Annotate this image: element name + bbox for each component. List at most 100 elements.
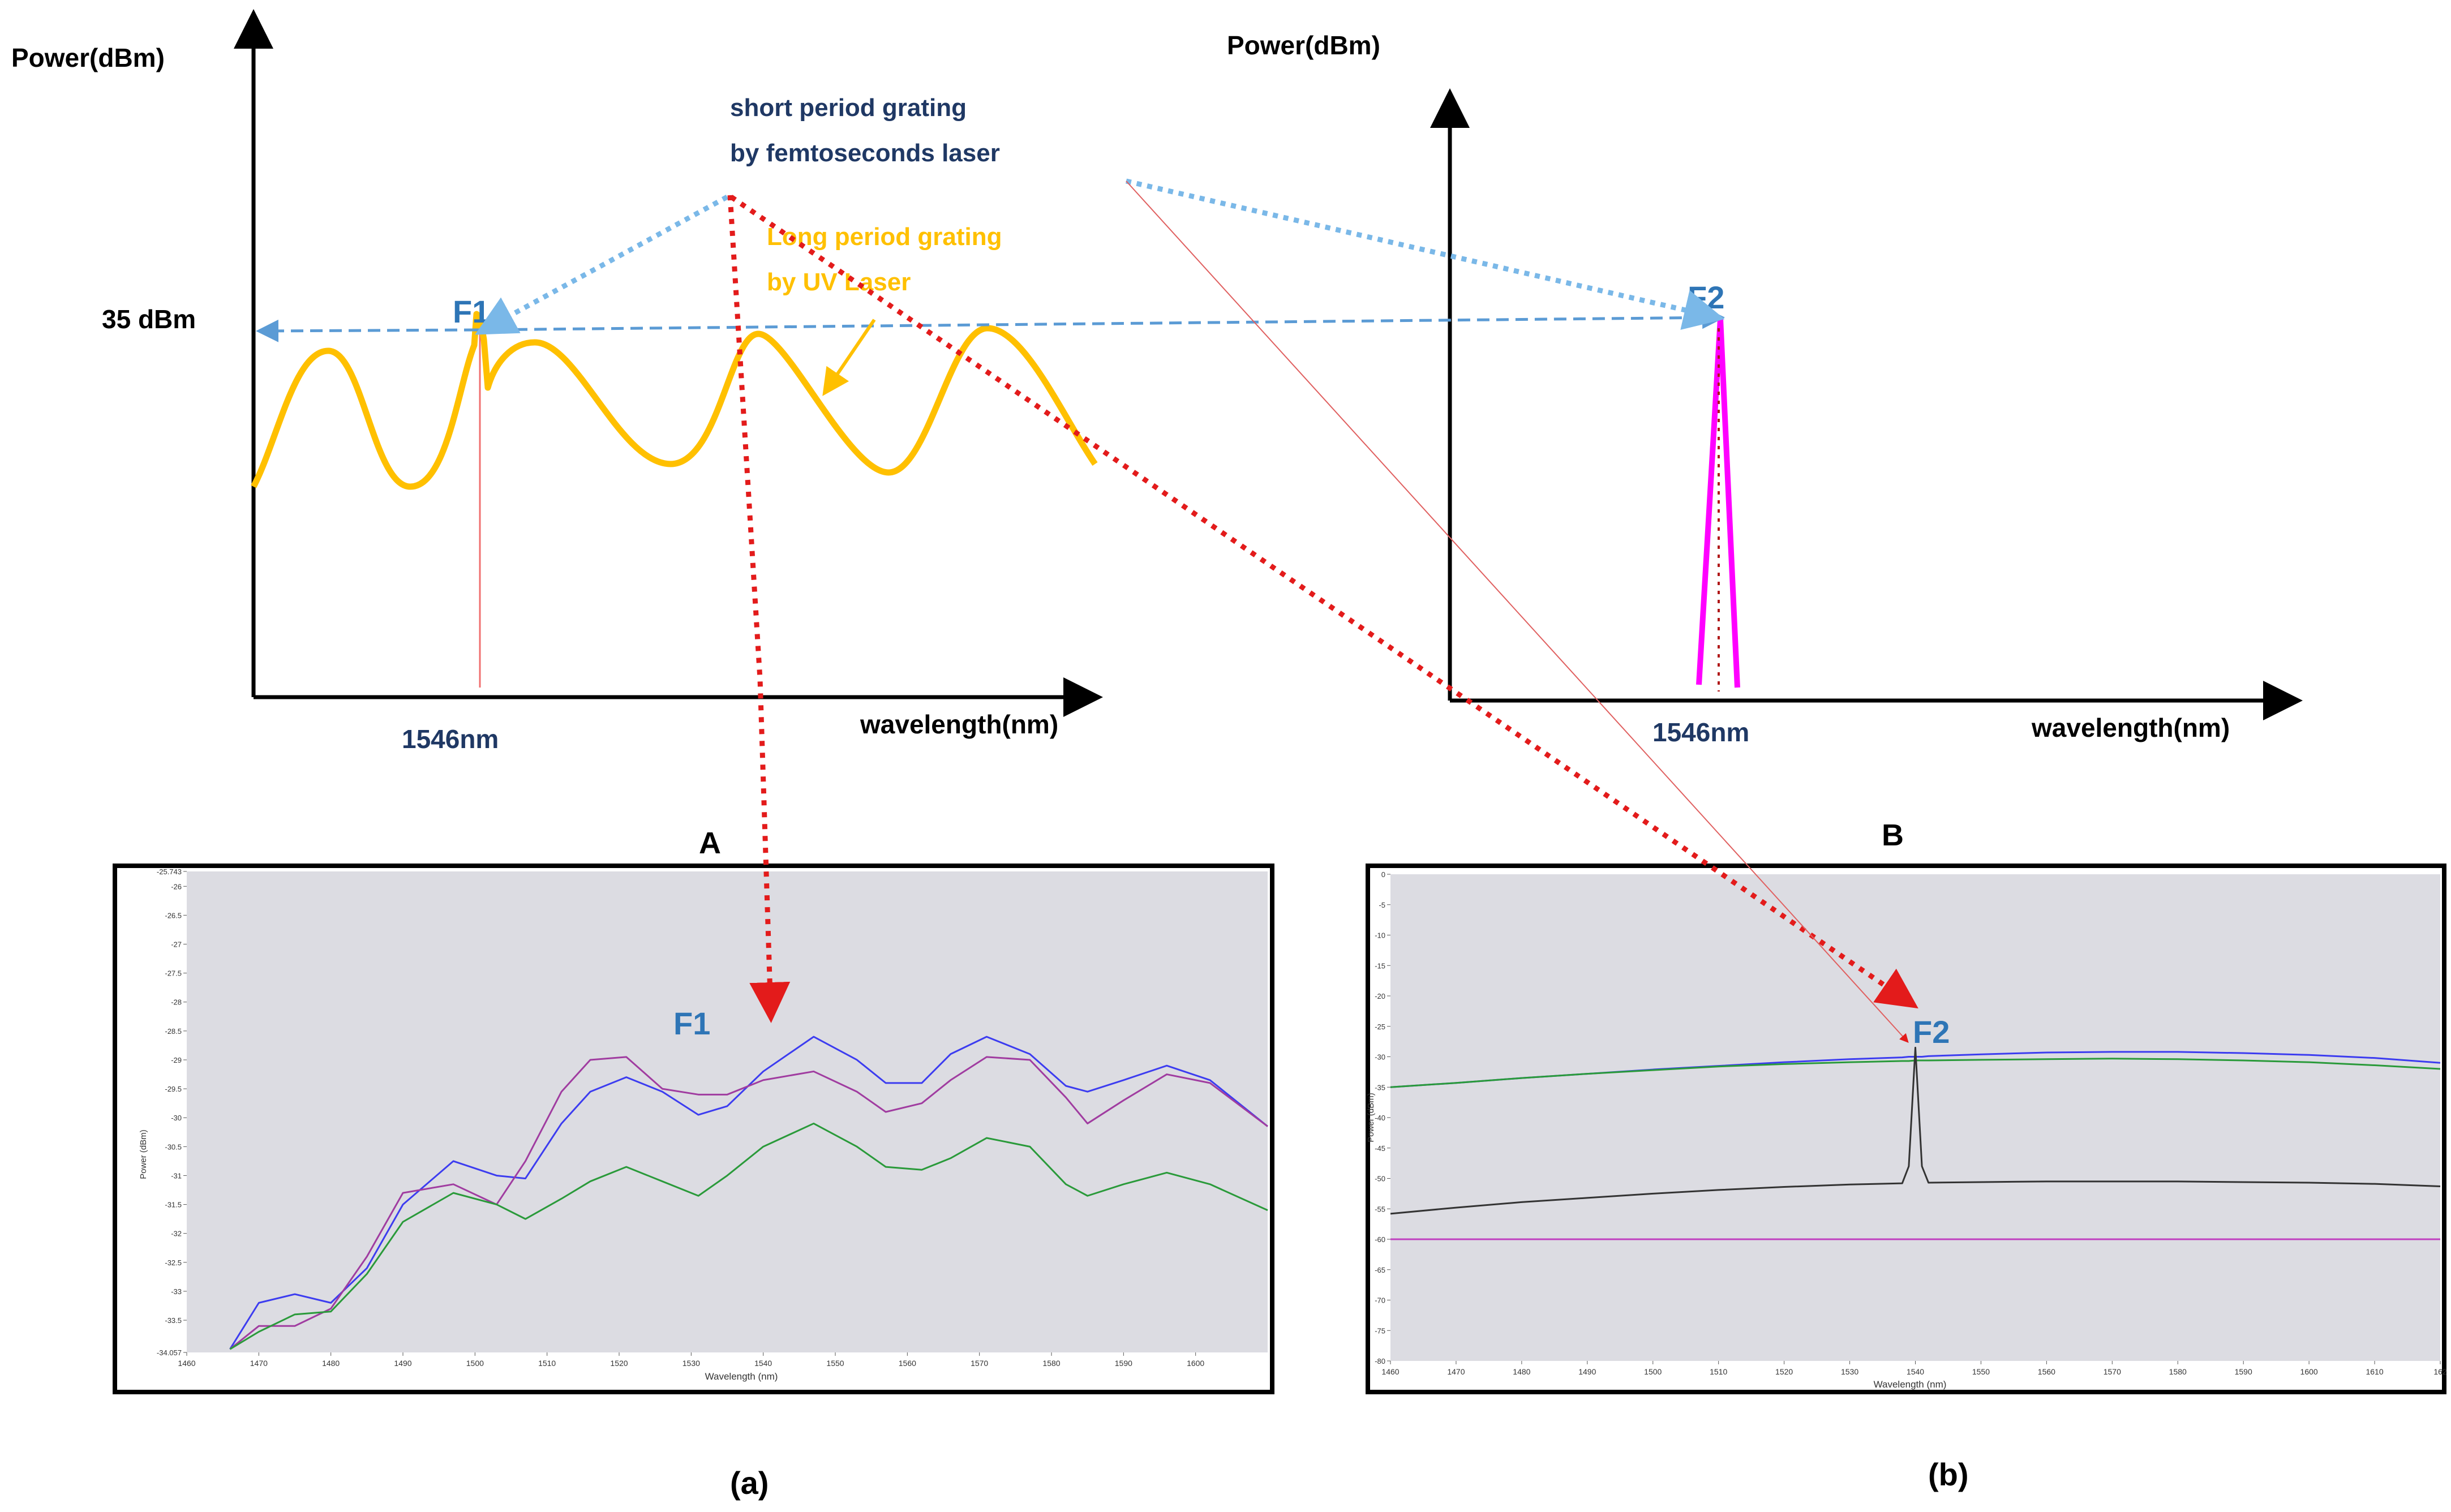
spectrum-b-y-tick-label: -5 (1379, 901, 1385, 909)
schematic-a-level-label: 35 dBm (102, 304, 196, 334)
spectrum-a-y-tick-label: -31.5 (165, 1201, 182, 1209)
spectrum-a-y-tick-label: -30.5 (165, 1142, 182, 1151)
dotted-arrow-to-f1 (475, 195, 729, 335)
spectrum-b-x-tick-label: 1590 (2235, 1367, 2252, 1376)
caption-b: (b) (1928, 1457, 1969, 1492)
spectrum-b-y-tick-label: -20 (1375, 992, 1385, 1000)
spectrum-b-y-tick-label: -45 (1375, 1144, 1385, 1153)
spectrum-b-y-tick-label: -10 (1375, 931, 1385, 940)
spectrum-a-x-tick-label: 1520 (610, 1359, 628, 1368)
spectrum-a-y-tick-label: -34.057 (157, 1348, 182, 1357)
spectrum-b-x-tick-label: 1520 (1775, 1367, 1793, 1376)
schematic-b-x-label: wavelength(nm) (2031, 713, 2230, 742)
spectrum-b-y-tick-label: -60 (1375, 1235, 1385, 1244)
spectrum-b-y-tick-label: -15 (1375, 961, 1385, 970)
spectrum-a-y-tick-label: -27.5 (165, 969, 182, 978)
spectrum-b-y-tick-label: -35 (1375, 1083, 1385, 1092)
spectrum-b-y-tick-label: -25 (1375, 1023, 1385, 1031)
spectrum-b-x-tick-label: 1600 (2300, 1367, 2318, 1376)
long-period-pointer-arrow (822, 319, 876, 396)
spectrum-b-x-tick-label: 1490 (1578, 1367, 1596, 1376)
spectrum-a-y-title: Power (dBm) (139, 1129, 148, 1179)
spectrum-b-y-tick-label: -55 (1375, 1205, 1385, 1213)
caption-a: (a) (730, 1465, 769, 1501)
schematic-b-panel-letter: B (1882, 818, 1904, 852)
red-arrow-to-spectrum-b (729, 195, 1918, 1009)
spectrum-a-y-tick-label: -30 (171, 1114, 182, 1122)
short-period-label-line2: by femtoseconds laser (730, 139, 1000, 167)
spectrum-a-y-tick-label: -28 (171, 998, 182, 1007)
spectrum-b-y-tick-label: -70 (1375, 1296, 1385, 1305)
schematic-a: Power(dBm) wavelength(nm) 35 dBm 1546nm … (11, 9, 1103, 860)
spectrum-b-y-tick-label: -80 (1375, 1357, 1385, 1365)
spectrum-b-x-tick-label: 1610 (2366, 1367, 2383, 1376)
spectrum-b-x-tick-label: 1560 (2038, 1367, 2055, 1376)
thin-red-arrow-to-f2 (1126, 181, 1909, 1043)
spectrum-b-x-tick-label: 1510 (1710, 1367, 1727, 1376)
schematic-a-wavelength-label: 1546nm (402, 724, 499, 754)
spectrum-a-plot-area (187, 871, 1268, 1352)
spectrum-a-x-tick-label: 1510 (538, 1359, 556, 1368)
spectrum-a-x-tick-label: 1490 (394, 1359, 411, 1368)
spectrum-a-peak-label: F1 (673, 1006, 710, 1041)
level-35dbm-arrow-right (476, 306, 1725, 332)
spectrum-b-x-tick-label: 1550 (1972, 1367, 1990, 1376)
spectrum-b-y-tick-label: 0 (1381, 870, 1385, 879)
spectrum-a-series-blue (229, 1036, 1268, 1350)
spectrum-a-x-tick-label: 1480 (322, 1359, 340, 1368)
spectrum-b-x-tick-label: 162 (2433, 1367, 2447, 1376)
spectrum-a-y-tick-label: -27 (171, 940, 182, 949)
spectrum-a-y-tick-label: -32.5 (165, 1258, 182, 1267)
spectrum-b-x-tick-label: 1570 (2104, 1367, 2121, 1376)
connectors (256, 178, 1918, 1043)
spectrum-a-y-tick-label: -32 (171, 1230, 182, 1238)
spectrum-b-x-tick-label: 1470 (1447, 1367, 1465, 1376)
spectrum-a-x-tick-label: 1560 (899, 1359, 916, 1368)
spectrum-b-x-tick-label: 1540 (1907, 1367, 1924, 1376)
spectrum-b-y-title: Power (dBm) (1366, 1093, 1376, 1142)
spectrum-a-x-tick-label: 1570 (971, 1359, 988, 1368)
spectrum-b-plot-area (1390, 874, 2440, 1361)
schematic-a-x-label: wavelength(nm) (860, 710, 1058, 739)
spectrum-a-y-tick-label: -28.5 (165, 1027, 182, 1036)
schematic-b: Power(dBm) wavelength(nm) 1546nm B F2 (1227, 31, 2303, 852)
level-35dbm-arrow-left (256, 319, 477, 342)
spectrum-a-x-tick-label: 1460 (178, 1359, 195, 1368)
schematic-a-peak-label: F1 (453, 294, 490, 329)
spectrum-b-y-tick-label: -50 (1375, 1175, 1385, 1183)
spectrum-a-x-tick-label: 1530 (682, 1359, 700, 1368)
schematic-b-wavelength-label: 1546nm (1652, 718, 1749, 747)
spectrum-panel-b: 1460 1470 1480 1490 1500 1510 1520 1530 1540 1550… (1366, 864, 2447, 1394)
spectrum-b-x-tick-label: 1460 (1381, 1367, 1399, 1376)
short-period-label-line1: short period grating (730, 94, 967, 122)
spectrum-b-y-tick-label: -75 (1375, 1326, 1385, 1335)
schematic-a-y-label: Power(dBm) (11, 43, 165, 72)
spectrum-a-x-tick-label: 1590 (1115, 1359, 1132, 1368)
spectrum-b-y-tick-label: -65 (1375, 1266, 1385, 1274)
spectrum-panel-a: 1460 1470 1480 1490 1500 1510 1520 1530 1540 1550… (113, 864, 1274, 1394)
spectrum-a-y-tick-label: -26.5 (165, 911, 182, 920)
schematic-a-panel-letter: A (699, 826, 721, 860)
dotted-arrow-to-f2 (1125, 178, 1725, 330)
long-period-label-line1: Long period grating (767, 223, 1002, 251)
spectrum-a-plot: 1460 1470 1480 1490 1500 1510 1520 1530 1540 1550… (157, 867, 1268, 1368)
spectrum-a-y-tick-label: -33.5 (165, 1316, 182, 1325)
spectrum-a-y-tick-label: -25.743 (157, 867, 182, 876)
spectrum-a-x-tick-label: 1540 (754, 1359, 772, 1368)
spectrum-a-y-tick-label: -29.5 (165, 1085, 182, 1093)
spectrum-a-x-title: Wavelength (nm) (705, 1371, 778, 1382)
spectrum-a-x-tick-label: 1550 (826, 1359, 844, 1368)
spectrum-b-plot: 1460 1470 1480 1490 1500 1510 1520 1530 1540 1550… (1375, 870, 2447, 1376)
spectrum-a-x-tick-label: 1580 (1042, 1359, 1060, 1368)
spectrum-a-x-tick-label: 1470 (250, 1359, 268, 1368)
schematic-b-y-label: Power(dBm) (1227, 31, 1380, 60)
spectrum-a-x-tick-label: 1500 (466, 1359, 484, 1368)
spectrum-b-x-tick-label: 1580 (2169, 1367, 2187, 1376)
spectrum-b-x-tick-label: 1530 (1841, 1367, 1858, 1376)
spectrum-b-x-tick-label: 1480 (1513, 1367, 1530, 1376)
spectrum-a-y-tick-label: -31 (171, 1171, 182, 1180)
spectrum-a-y-tick-label: -29 (171, 1056, 182, 1064)
spectrum-a-series-purple (229, 1056, 1268, 1350)
spectrum-b-x-tick-label: 1500 (1644, 1367, 1662, 1376)
